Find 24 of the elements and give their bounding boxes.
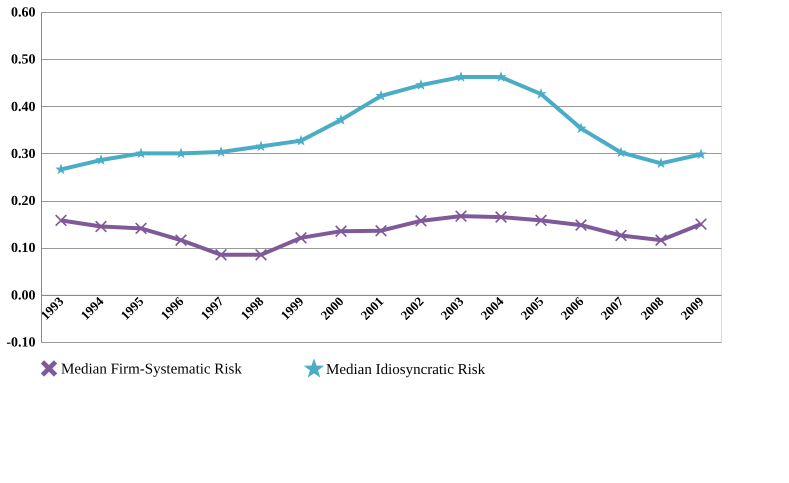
y-tick-label: 0.00 — [11, 288, 36, 304]
point — [575, 219, 587, 231]
point — [535, 214, 547, 226]
y-tick-label: 0.10 — [11, 241, 36, 256]
point — [415, 214, 427, 227]
point — [695, 148, 707, 160]
point — [495, 211, 507, 223]
point — [135, 222, 147, 234]
y-tick-label: 0.30 — [11, 146, 36, 162]
legend-label: Median Firm-Systematic Risk — [61, 361, 242, 378]
point — [95, 220, 107, 232]
point — [615, 230, 627, 242]
y-tick-label: -0.10 — [6, 336, 36, 350]
y-tick-label: 0.60 — [11, 6, 36, 20]
point — [455, 210, 467, 222]
legend-label: Median Idiosyncratic Risk — [326, 362, 486, 378]
y-tick-label: 0.20 — [11, 194, 36, 210]
point — [655, 234, 667, 246]
y-tick-label: 0.40 — [11, 100, 36, 115]
y-tick-label: 0.50 — [11, 52, 36, 68]
point — [55, 214, 67, 226]
point — [575, 122, 587, 134]
point — [695, 218, 707, 230]
point — [175, 234, 187, 246]
